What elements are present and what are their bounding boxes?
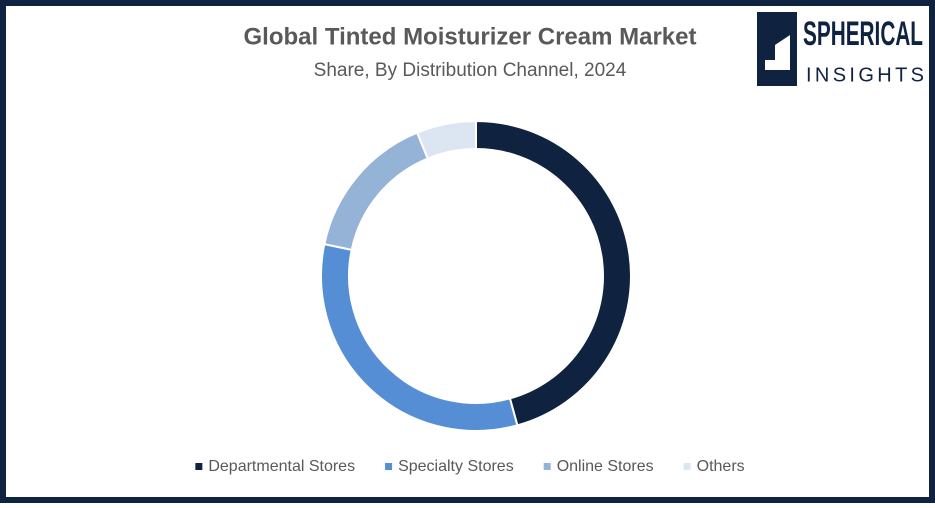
legend-marker [195, 463, 203, 470]
legend-label: Specialty Stores [398, 458, 514, 475]
legend-marker [385, 463, 393, 470]
legend-label: Others [697, 458, 745, 475]
legend-label: Departmental Stores [208, 458, 355, 475]
legend-label: Online Stores [557, 458, 654, 475]
logo-text: SPHERICAL [803, 15, 923, 53]
legend-marker [683, 463, 691, 470]
chart-subtitle: Share, By Distribution Channel, 2024 [314, 60, 627, 81]
donut-segment [415, 119, 477, 160]
legend-marker [543, 463, 551, 470]
logo: SPHERICAL INSIGHTS [757, 12, 924, 86]
logo-shape [765, 35, 790, 70]
logo-text: INSIGHTS [806, 64, 924, 86]
chart-title: Global Tinted Moisturizer Cream Market [244, 23, 697, 50]
